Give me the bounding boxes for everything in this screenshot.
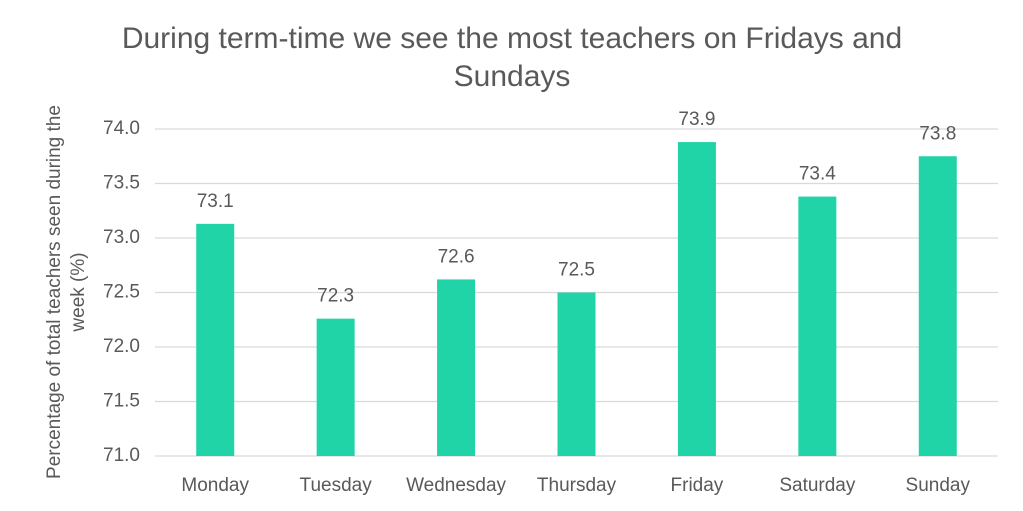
value-label: 72.3	[317, 286, 354, 307]
bar	[557, 292, 596, 456]
bar	[918, 156, 957, 456]
y-tick-label: 71.0	[103, 445, 140, 466]
bar	[677, 142, 716, 456]
x-tick-label: Friday	[671, 475, 724, 496]
bar	[316, 318, 355, 456]
x-tick-label: Monday	[181, 475, 249, 496]
value-label: 72.5	[558, 260, 595, 281]
x-tick-label: Saturday	[779, 475, 856, 496]
bar	[437, 279, 476, 456]
value-label: 73.9	[678, 109, 715, 130]
value-label: 73.1	[197, 191, 234, 212]
chart-title: During term-time we see the most teacher…	[121, 22, 903, 93]
y-tick-label: 73.5	[103, 173, 140, 194]
x-tick-label: Thursday	[537, 475, 617, 496]
value-label: 73.4	[799, 164, 836, 185]
value-label: 73.8	[919, 123, 956, 144]
bar	[196, 223, 235, 456]
y-tick-label: 74.0	[103, 118, 140, 139]
y-tick-label: 73.0	[103, 227, 140, 248]
value-label: 72.6	[438, 246, 475, 267]
y-tick-label: 71.5	[103, 391, 140, 412]
y-tick-label: 72.0	[103, 336, 140, 357]
y-tick-label: 72.5	[103, 282, 140, 303]
x-tick-label: Tuesday	[300, 475, 373, 496]
bar	[798, 196, 837, 456]
x-tick-label: Sunday	[906, 475, 971, 496]
x-tick-label: Wednesday	[406, 475, 506, 496]
